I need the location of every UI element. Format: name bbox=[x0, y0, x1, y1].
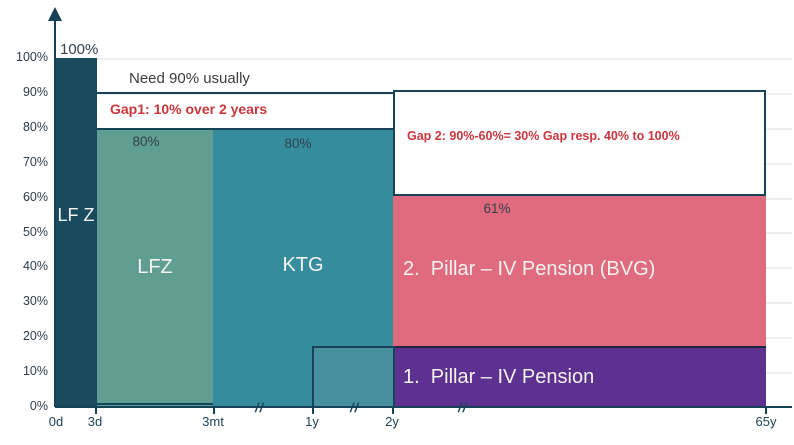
y-axis-label-30: 30% bbox=[22, 294, 48, 308]
y-axis-label-60: 60% bbox=[22, 190, 48, 204]
need-90-line bbox=[97, 92, 393, 94]
x-axis-line bbox=[55, 406, 792, 408]
y-axis-label-70: 70% bbox=[22, 155, 48, 169]
bar-lfz-bottom-border bbox=[97, 403, 213, 405]
bar-lfz-100pct bbox=[55, 58, 97, 407]
bar-label-pillar1: 1. Pillar – IV Pension bbox=[403, 366, 595, 388]
bar-label-ktg: KTG bbox=[282, 254, 324, 276]
bar-lfz-80pct bbox=[97, 128, 213, 407]
y-axis-label-40: 40% bbox=[22, 259, 48, 273]
y-axis-line bbox=[54, 20, 56, 407]
gridline-100 bbox=[55, 58, 792, 60]
axis-break-icon-3: // bbox=[458, 400, 468, 415]
x-axis-label-3d: 3d bbox=[87, 414, 103, 429]
x-axis-label-3mt: 3mt bbox=[202, 414, 224, 429]
bar-label-lfz: LFZ bbox=[137, 256, 173, 278]
x-tick-1y bbox=[312, 407, 314, 414]
bar-label-lfz-narrow: LF Z bbox=[57, 205, 95, 225]
gap1-annotation: Gap1: 10% over 2 years bbox=[110, 101, 268, 117]
y-axis-label-50: 50% bbox=[22, 225, 48, 239]
gap2-annotation: Gap 2: 90%-60%= 30% Gap resp. 40% to 100… bbox=[407, 129, 680, 143]
y-axis-label-80: 80% bbox=[22, 120, 48, 134]
x-tick-2y bbox=[392, 407, 394, 414]
gap2-box: Gap 2: 90%-60%= 30% Gap resp. 40% to 100… bbox=[393, 90, 766, 196]
value-label-100pct: 100% bbox=[60, 41, 99, 58]
x-axis-label-65y: 65y bbox=[755, 414, 777, 429]
x-axis-label-1y: 1y bbox=[305, 414, 319, 429]
need-90-text: Need 90% usually bbox=[129, 70, 250, 87]
x-tick-3d bbox=[95, 407, 97, 414]
pillar1-outline-1y-2y bbox=[312, 346, 395, 407]
y-axis-arrowhead-icon bbox=[48, 7, 62, 21]
y-axis-label-100: 100% bbox=[16, 50, 48, 64]
bar-label-pillar2: 2. Pillar – IV Pension (BVG) bbox=[403, 258, 656, 280]
value-label-pillar2-61pct: 61% bbox=[483, 201, 511, 216]
x-tick-65y bbox=[765, 407, 767, 414]
x-axis-label-2y: 2y bbox=[385, 414, 399, 429]
axis-break-icon-1: // bbox=[255, 400, 265, 415]
value-label-lfz-80pct: 80% bbox=[132, 134, 160, 149]
x-axis-label-0d: 0d bbox=[48, 414, 64, 429]
y-axis-label-0: 0% bbox=[29, 399, 48, 413]
y-axis-label-20: 20% bbox=[22, 329, 48, 343]
axis-break-icon-2: // bbox=[350, 400, 360, 415]
value-label-ktg-80pct: 80% bbox=[284, 136, 312, 151]
y-axis-label-10: 10% bbox=[22, 364, 48, 378]
x-tick-3mt bbox=[213, 407, 215, 414]
y-axis-label-90: 90% bbox=[22, 85, 48, 99]
bar-pillar1 bbox=[393, 346, 766, 407]
